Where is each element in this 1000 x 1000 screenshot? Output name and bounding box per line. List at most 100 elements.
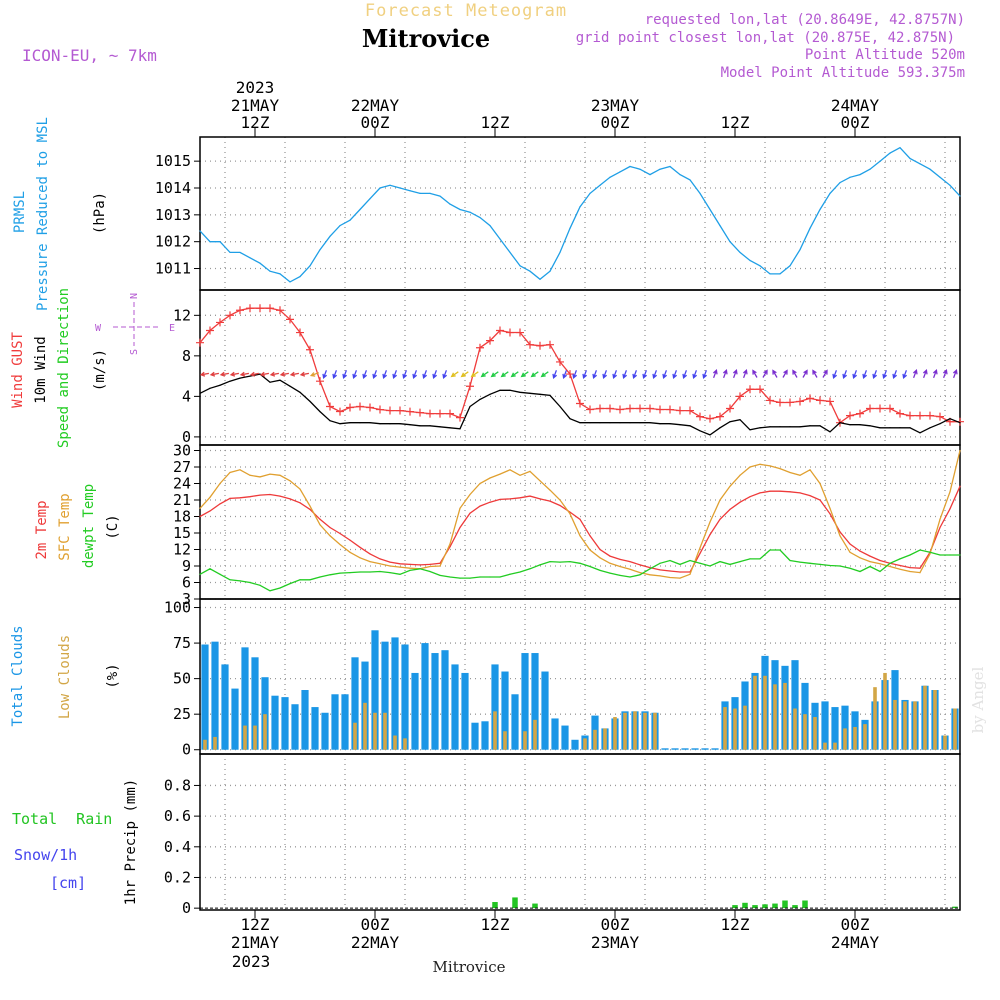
prmsl-point [949,184,951,186]
prmsl-point [749,259,751,262]
prmsl-point [459,208,461,211]
low-clouds-bar [733,708,737,750]
dewpt-temp-point [229,579,231,581]
2m-temp-point [549,500,551,502]
10m-wind-point [529,392,531,394]
dewpt-temp-point [209,568,211,570]
dewpt-temp-point [239,580,241,582]
low-clouds-bar [253,725,257,750]
10m-wind-point [479,398,481,401]
sfc-temp-point [769,465,771,467]
sfc-temp-point [899,568,901,570]
sfc-temp-point [579,535,581,537]
dewpt-temp-point [369,571,371,573]
bottom-day-label: 22MAY [351,933,400,952]
dewpt-temp-point [689,559,691,562]
wind-gust-point [586,405,594,414]
prmsl-point [709,208,711,211]
wind-direction-arrow [500,371,509,378]
dewpt-temp-line [199,549,960,592]
wind-direction-arrow [289,371,300,377]
2m-temp-point [599,548,601,551]
sfc-temp-point [439,565,441,567]
2m-temp-point [559,504,561,507]
10m-wind-point [769,426,771,428]
wind-gust-point [906,411,914,420]
2m-temp-point [959,485,961,487]
2m-temp-point [509,498,511,500]
temp-unit-label: (C) [105,514,121,539]
low-clouds-bar [803,714,807,750]
faded-title: Forecast Meteogram [365,1,567,21]
rain-bar [742,902,748,909]
2m-temp-point [659,569,661,571]
wind-direction-arrow [309,372,320,377]
dewpt-temp-point [289,583,291,585]
10m-wind-point [429,425,431,427]
2m-temp-point [459,526,461,529]
precip-unit-label: 1hr Precip (mm) [123,779,139,905]
10m-wind-point [939,423,941,425]
wind-gust-point [216,318,224,327]
sfc-temp-point [759,463,761,465]
sfc-temp-point [879,563,881,565]
prmsl-point [899,147,901,149]
wind-direction-arrow [602,370,608,380]
total-clouds-bar [441,650,449,750]
prmsl-point [259,262,261,264]
wind-gust-point [366,403,374,412]
y-tick-label: 75 [173,634,191,652]
dewpt-temp-point [669,559,671,562]
sfc-temp-point [659,575,661,577]
10m-wind-point [209,387,211,389]
wind-direction-arrow [722,369,728,379]
2m-temp-point [699,552,701,554]
wind-gust-point [546,340,554,349]
total-clouds-bar [281,697,289,750]
info-line-3: Point Altitude 520m [805,47,965,63]
total-clouds-bar [351,657,359,750]
2m-temp-point [339,532,341,535]
bottom-day-label: 21MAY [231,933,280,952]
prmsl-point [889,152,891,154]
total-clouds-bar [221,664,229,750]
rain-bar [752,905,758,909]
dewpt-temp-point [719,561,721,563]
dewpt-temp-point [389,572,391,574]
low-clouds-bar [723,707,727,750]
2m-temp-point [879,559,881,562]
dewpt-temp-point [469,577,471,579]
dewpt-temp-point [409,569,411,572]
y-tick-label: 27 [173,458,191,476]
wind-gust-point [456,413,464,422]
wind-direction-arrow [392,370,398,380]
wind-gust-point [646,404,654,413]
sfc-temp-point [589,549,591,551]
prmsl-point [819,208,821,211]
sfc-temp-point [319,524,321,526]
wind-gust-point [306,345,314,354]
top-day-label: 23MAY [591,96,640,115]
10m-wind-point [669,423,671,425]
sfc-temp-point [779,468,781,470]
dewpt-temp-point [199,573,201,575]
compass-w: W [95,323,102,334]
wind-gust-point [296,328,304,337]
y-tick-label: 15 [173,524,191,542]
prmsl-point [389,184,391,186]
10m-wind-point [299,391,301,393]
low-clouds-bar [263,714,267,750]
prmsl-point [689,179,691,181]
pressure-unit-label: (hPa) [92,192,108,234]
wind-gust-point [806,394,814,403]
dewpt-temp-point [849,567,851,569]
sfc-temp-line [199,450,961,579]
10m-wind-point [439,426,441,428]
low-clouds-bar [493,711,497,750]
10m-wind-point [889,427,891,429]
dewpt-temp-point [439,574,441,576]
prmsl-point [219,241,221,243]
wind-direction-arrow [782,369,788,378]
pressure-panel-labels: PRMSL Pressure Reduced to MSL (hPa) [12,117,108,311]
wind-gust-point [656,405,664,414]
